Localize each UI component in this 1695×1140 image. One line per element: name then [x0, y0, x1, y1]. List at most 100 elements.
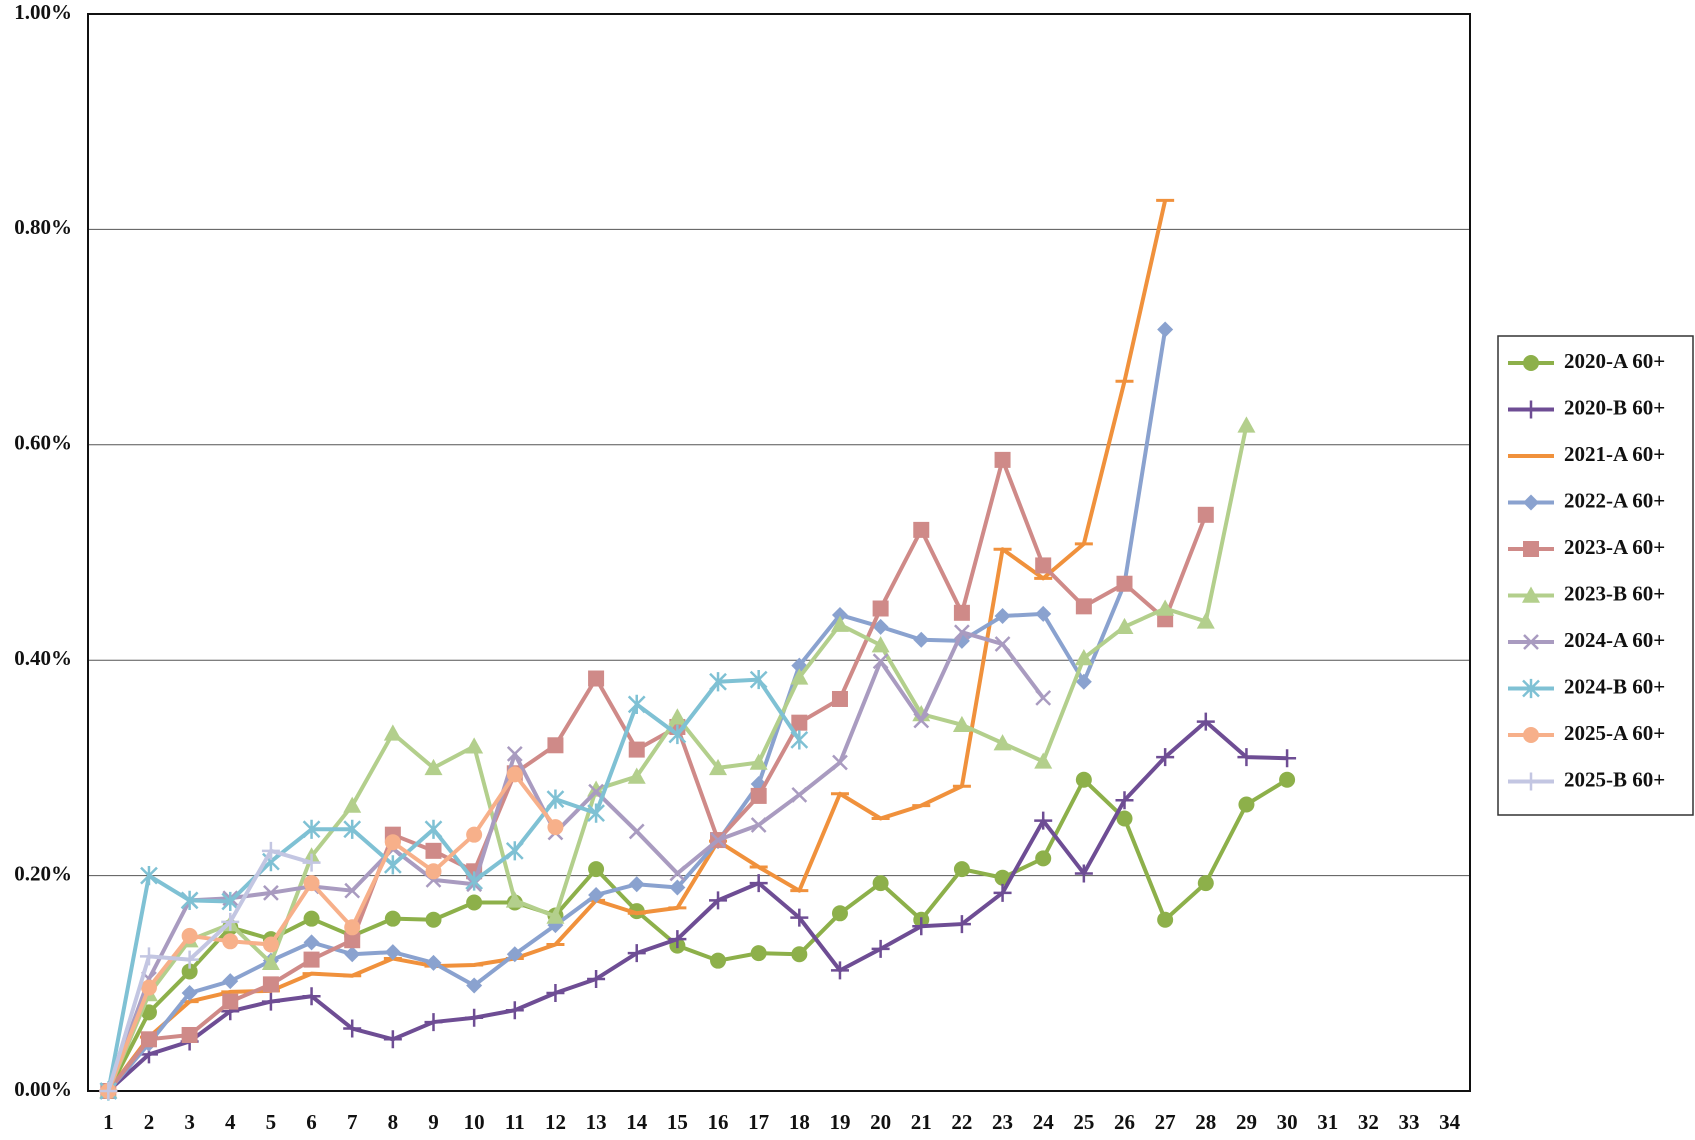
x-tick-label: 23	[992, 1110, 1013, 1134]
marker	[1075, 771, 1092, 788]
marker	[424, 758, 443, 776]
marker	[344, 919, 361, 936]
marker	[140, 1031, 157, 1048]
marker	[791, 714, 808, 731]
marker	[262, 976, 279, 993]
marker	[627, 944, 646, 963]
marker	[425, 863, 442, 880]
marker	[710, 832, 726, 848]
marker	[465, 737, 484, 754]
marker	[546, 907, 565, 924]
marker	[587, 803, 605, 823]
marker	[871, 939, 890, 958]
x-tick-label: 7	[347, 1110, 358, 1134]
legend-marker	[1523, 541, 1539, 557]
marker	[343, 1019, 362, 1038]
marker	[424, 1013, 443, 1032]
marker	[222, 973, 239, 990]
legend-marker	[1523, 355, 1539, 371]
marker	[872, 618, 889, 635]
marker	[344, 882, 361, 899]
marker	[790, 908, 809, 927]
legend-marker	[1523, 494, 1539, 511]
marker	[303, 875, 320, 892]
marker	[669, 865, 686, 882]
x-tick-label: 34	[1439, 1110, 1461, 1134]
legend-marker	[1522, 772, 1540, 791]
marker	[1075, 598, 1092, 615]
legend-label: 2025-A 60+	[1564, 721, 1665, 745]
marker	[505, 841, 524, 861]
legend-marker	[1522, 678, 1540, 699]
marker	[303, 951, 320, 968]
marker	[1115, 617, 1134, 635]
marker	[222, 993, 239, 1010]
x-tick-label: 21	[911, 1110, 932, 1134]
marker	[465, 871, 484, 891]
marker	[1156, 599, 1175, 616]
marker	[505, 1001, 524, 1020]
marker	[668, 930, 687, 949]
legend-label: 2024-A 60+	[1564, 628, 1665, 652]
marker	[628, 876, 645, 893]
marker	[588, 670, 605, 687]
marker	[749, 753, 768, 770]
marker	[506, 766, 523, 783]
marker	[384, 834, 401, 851]
x-tick-label: 8	[388, 1110, 399, 1134]
marker	[139, 947, 158, 966]
marker	[872, 600, 889, 617]
plot-area	[88, 14, 1470, 1091]
marker	[994, 451, 1011, 468]
marker	[831, 905, 848, 922]
legend: 2020-A 60+ 2020-B 60+ 2021-A 60+ 2022-A 60+…	[1497, 335, 1694, 816]
marker	[669, 879, 686, 896]
marker	[221, 891, 240, 912]
legend-label: 2022-A 60+	[1564, 488, 1665, 512]
marker	[750, 787, 767, 804]
x-tick-label: 17	[748, 1110, 769, 1134]
x-tick-label: 1	[103, 1110, 114, 1134]
marker	[343, 796, 362, 813]
marker	[1156, 748, 1175, 767]
marker	[588, 886, 605, 903]
marker	[872, 653, 889, 670]
x-tick-label: 29	[1236, 1110, 1257, 1134]
marker	[913, 521, 930, 538]
marker	[383, 855, 402, 875]
marker	[1074, 864, 1093, 883]
marker	[1116, 575, 1133, 592]
x-tick-label: 18	[789, 1110, 810, 1134]
marker	[749, 669, 768, 690]
marker	[1075, 673, 1092, 690]
marker	[830, 961, 849, 980]
marker	[627, 694, 646, 714]
marker	[1115, 791, 1134, 810]
y-tick-label: 0.60%	[14, 431, 72, 455]
x-tick-label: 24	[1033, 1110, 1055, 1134]
marker	[1035, 850, 1052, 867]
marker	[466, 977, 483, 994]
x-tick-label: 14	[626, 1110, 648, 1134]
marker	[709, 672, 727, 692]
marker	[140, 979, 157, 996]
y-tick-label: 0.40%	[14, 646, 72, 670]
marker	[628, 741, 645, 758]
marker	[505, 891, 524, 908]
marker	[831, 690, 848, 707]
marker	[750, 817, 767, 833]
x-tick-label: 11	[505, 1110, 525, 1134]
marker	[425, 842, 442, 859]
x-tick-label: 32	[1358, 1110, 1379, 1134]
marker	[790, 730, 809, 750]
marker	[1157, 911, 1174, 928]
x-tick-label: 19	[829, 1110, 850, 1134]
marker	[1238, 796, 1255, 813]
marker	[750, 945, 767, 962]
marker	[913, 712, 930, 729]
marker	[465, 1008, 484, 1027]
x-tick-label: 10	[464, 1110, 485, 1134]
marker	[140, 866, 158, 886]
